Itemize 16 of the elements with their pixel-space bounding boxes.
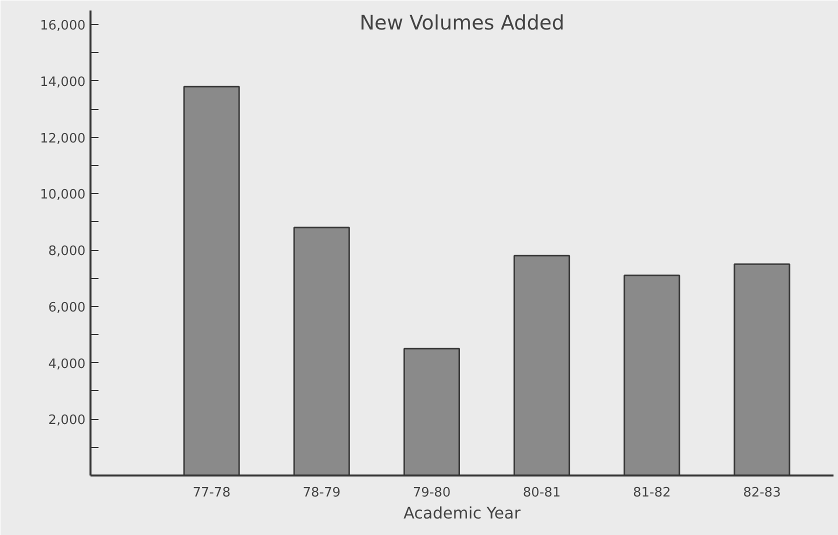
chart-title: New Volumes Added xyxy=(360,10,564,34)
text: 2,000 xyxy=(48,413,86,428)
x-tick-label: 79-80 xyxy=(412,486,451,500)
y-tick-label: 10,000 xyxy=(40,188,86,203)
y-tick-label: 16,000 xyxy=(40,18,86,34)
y-tick-label: 4,000 xyxy=(48,356,86,372)
x-tick-label: 82-83 xyxy=(743,486,781,500)
x-tick-label: 80-81 xyxy=(522,486,561,500)
y-tick-label: 8,000 xyxy=(48,244,86,260)
x-axis-title: Academic Year xyxy=(403,504,521,522)
x-tick-label: 77-78 xyxy=(192,486,230,500)
x-tick-label: 81-82 xyxy=(632,486,671,500)
x-tick-label: 78-79 xyxy=(302,486,341,500)
y-tick-label: 6,000 xyxy=(48,300,86,316)
y-tick-label: 12,000 xyxy=(40,131,86,146)
y-tick-label: 14,000 xyxy=(40,74,86,90)
